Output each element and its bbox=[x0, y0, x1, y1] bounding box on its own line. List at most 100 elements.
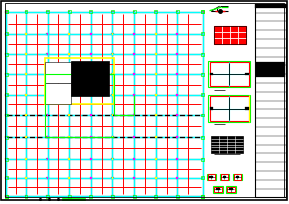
Bar bbox=[25, 159, 27, 161]
Bar bbox=[68, 54, 70, 56]
Bar bbox=[47, 54, 49, 56]
Bar bbox=[5, 12, 8, 14]
Bar bbox=[155, 74, 157, 76]
Bar bbox=[90, 34, 92, 36]
Bar bbox=[155, 74, 157, 76]
Bar bbox=[25, 177, 27, 179]
Bar bbox=[155, 136, 157, 139]
Bar bbox=[47, 195, 49, 197]
Bar bbox=[111, 54, 114, 56]
Bar bbox=[47, 74, 49, 76]
Bar bbox=[90, 12, 92, 14]
Bar bbox=[62, 198, 85, 200]
Bar bbox=[68, 159, 70, 161]
Bar bbox=[111, 195, 114, 197]
Bar bbox=[155, 54, 157, 56]
Bar bbox=[133, 136, 135, 139]
Bar bbox=[47, 177, 49, 179]
Bar bbox=[5, 53, 8, 56]
Bar bbox=[25, 74, 27, 76]
Bar bbox=[112, 136, 113, 139]
Bar bbox=[201, 94, 204, 97]
Bar bbox=[90, 159, 92, 161]
Bar bbox=[112, 54, 113, 56]
Bar bbox=[47, 74, 49, 76]
Bar bbox=[25, 34, 27, 36]
Bar bbox=[223, 176, 226, 178]
Bar bbox=[133, 114, 135, 116]
Bar bbox=[68, 195, 71, 198]
Bar bbox=[90, 74, 92, 76]
Bar bbox=[133, 54, 135, 56]
Bar bbox=[208, 96, 250, 122]
Bar bbox=[176, 114, 179, 116]
Bar bbox=[155, 94, 157, 96]
Bar bbox=[133, 136, 135, 139]
Bar bbox=[112, 94, 113, 96]
Bar bbox=[133, 12, 135, 14]
Bar bbox=[68, 114, 71, 116]
Bar bbox=[68, 177, 70, 179]
Bar bbox=[201, 158, 204, 161]
Bar bbox=[112, 34, 113, 36]
Bar bbox=[176, 159, 179, 161]
Bar bbox=[177, 54, 178, 56]
Bar bbox=[90, 34, 92, 36]
Bar bbox=[176, 195, 179, 197]
Bar bbox=[5, 11, 8, 14]
Bar bbox=[5, 74, 8, 76]
Bar bbox=[25, 177, 27, 179]
Bar bbox=[176, 195, 179, 198]
Bar bbox=[155, 114, 157, 116]
Bar bbox=[46, 195, 49, 198]
Bar bbox=[90, 114, 92, 116]
Bar bbox=[155, 177, 157, 179]
Bar bbox=[47, 136, 49, 139]
Bar bbox=[201, 195, 204, 198]
Bar bbox=[68, 74, 70, 76]
Bar bbox=[214, 27, 246, 45]
Bar bbox=[133, 177, 135, 179]
Bar bbox=[112, 74, 113, 76]
Bar bbox=[25, 54, 27, 56]
Bar bbox=[47, 159, 49, 161]
Bar bbox=[25, 11, 27, 14]
Bar bbox=[155, 34, 157, 36]
Bar bbox=[111, 34, 114, 36]
Bar bbox=[25, 12, 27, 14]
Bar bbox=[176, 34, 179, 36]
Bar bbox=[5, 136, 8, 139]
Bar bbox=[255, 5, 286, 197]
Bar bbox=[155, 195, 157, 197]
Bar bbox=[234, 174, 241, 180]
Bar bbox=[255, 5, 286, 9]
Bar bbox=[216, 188, 220, 190]
Bar bbox=[112, 177, 113, 179]
Bar bbox=[47, 12, 49, 14]
Bar bbox=[111, 11, 114, 14]
Bar bbox=[236, 176, 239, 178]
Bar bbox=[133, 34, 135, 36]
Bar bbox=[46, 11, 49, 14]
Bar bbox=[5, 94, 8, 97]
Bar bbox=[201, 114, 204, 117]
Bar bbox=[25, 195, 27, 197]
Bar bbox=[90, 136, 92, 139]
Bar bbox=[5, 54, 8, 56]
Bar bbox=[68, 94, 71, 96]
Bar bbox=[5, 114, 8, 117]
Bar bbox=[68, 136, 71, 139]
Bar bbox=[90, 74, 92, 76]
Bar bbox=[5, 33, 8, 36]
Bar bbox=[202, 94, 204, 96]
Bar bbox=[5, 34, 8, 36]
Bar bbox=[25, 74, 27, 76]
Bar bbox=[25, 136, 27, 139]
Bar bbox=[177, 136, 178, 139]
Bar bbox=[201, 195, 204, 198]
Bar bbox=[201, 176, 204, 179]
Bar bbox=[229, 188, 233, 190]
Bar bbox=[68, 177, 71, 179]
Bar bbox=[176, 94, 179, 96]
Bar bbox=[5, 114, 8, 116]
